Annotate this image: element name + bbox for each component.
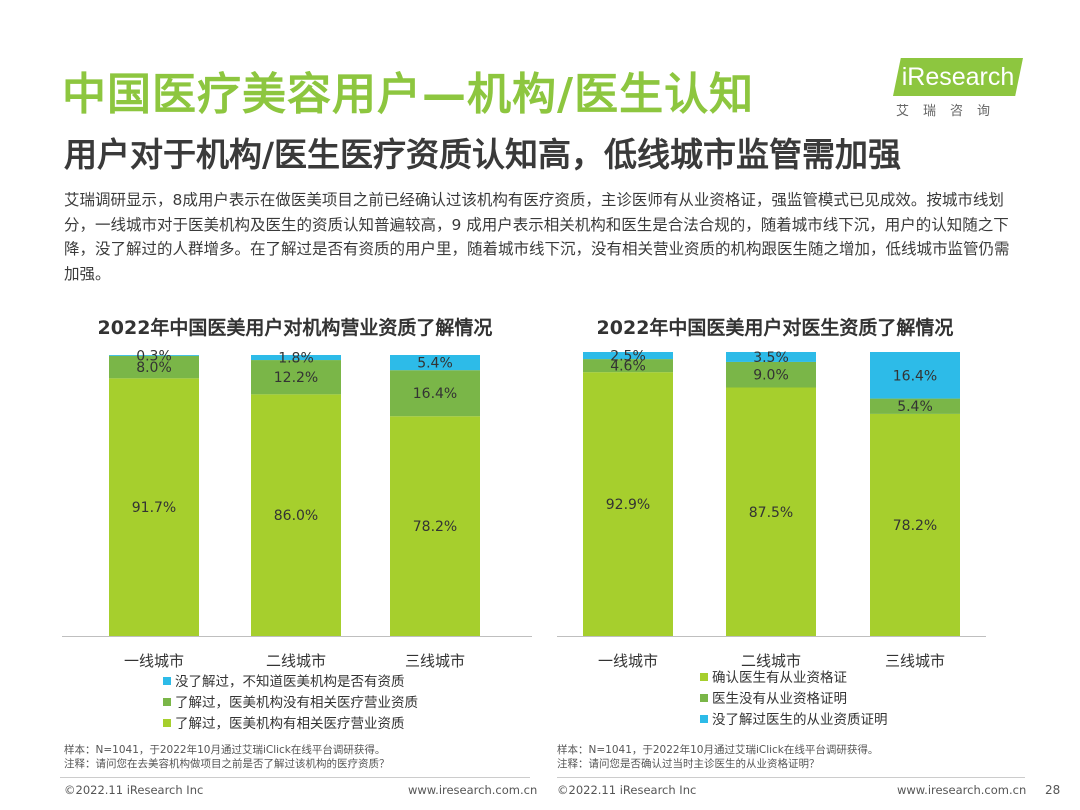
chart-1-data-label: 0.3%	[136, 348, 172, 364]
chart-1-bar-2-1	[109, 355, 199, 379]
chart-1-data-label: 91.7%	[132, 500, 176, 516]
chart-1-bar-2-2	[251, 360, 341, 395]
chart-1-data-label: 8.0%	[136, 360, 172, 376]
chart-1-legend-label: 了解过，医美机构没有相关医疗营业资质	[175, 695, 418, 711]
chart-1-legend-swatch	[163, 677, 171, 685]
chart-2-legend-item: 确认医生有从业资格证	[700, 668, 888, 689]
chart-2-bar-1-1	[583, 372, 673, 636]
chart-2-question-note: 注释：请问您是否确认过当时主诊医生的从业资格证明？	[557, 758, 820, 770]
chart-1-title: 2022年中国医美用户对机构营业资质了解情况	[97, 317, 493, 339]
page-subtitle: 用户对于机构/医生医疗资质认知高，低线城市监管需加强	[64, 135, 902, 174]
chart-1-legend-item: 没了解过，不知道医美机构是否有资质	[163, 672, 418, 693]
chart-1-category-label: 二线城市	[266, 652, 326, 670]
footer-divider-right	[557, 777, 1025, 778]
chart-1-data-label: 16.4%	[413, 386, 457, 402]
logo-mark: iResearch	[893, 58, 1023, 96]
chart-1-bar-1-2	[251, 394, 341, 636]
chart-1-bar-1-3	[390, 416, 480, 636]
chart-2-data-label: 16.4%	[893, 368, 937, 384]
chart-1-bar-2-3	[390, 370, 480, 417]
chart-1-bar-1-1	[109, 378, 199, 636]
chart-1-legend-swatch	[163, 698, 171, 706]
footer-url-left[interactable]: www.iresearch.com.cn	[408, 783, 538, 797]
chart-2-bar-1-2	[726, 387, 816, 636]
description-paragraph: 艾瑞调研显示，8成用户表示在做医美项目之前已经确认过该机构有医疗资质，主诊医师有…	[64, 191, 1010, 283]
chart-2-legend-item: 没了解过医生的从业资质证明	[700, 710, 888, 731]
chart-1-legend-item: 了解过，医美机构没有相关医疗营业资质	[163, 693, 418, 714]
page-title: 中国医疗美容用户—机构/医生认知	[62, 69, 755, 120]
page-number: 28	[1045, 783, 1061, 797]
chart-2-bar-3-1	[583, 352, 673, 360]
chart-1-legend-swatch	[163, 719, 171, 727]
chart-1-legend-label: 没了解过，不知道医美机构是否有资质	[175, 674, 405, 690]
chart-2-data-label: 3.5%	[753, 350, 789, 366]
chart-2-legend-item: 医生没有从业资格证明	[700, 689, 888, 710]
chart-1-notes: 样本：N=1041，于2022年10月通过艾瑞iClick在线平台调研获得。 注…	[64, 743, 390, 771]
chart-1-data-label: 5.4%	[417, 356, 453, 372]
footer-url-right[interactable]: www.iresearch.com.cn	[897, 783, 1027, 797]
chart-1-bar-3-2	[251, 355, 341, 361]
chart-2-legend: 确认医生有从业资格证 医生没有从业资格证明没了解过医生的从业资质证明	[700, 668, 888, 731]
chart-1-category-label: 一线城市	[124, 652, 184, 670]
chart-2-bar-2-3	[870, 398, 960, 414]
logo-subtext: 艾瑞咨询	[896, 104, 1005, 119]
chart-1-legend-item: 了解过，医美机构有相关医疗营业资质	[163, 714, 418, 735]
footer-copyright-right: ©2022.11 iResearch Inc	[557, 783, 697, 797]
chart-1-sample-note: 样本：N=1041，于2022年10月通过艾瑞iClick在线平台调研获得。	[64, 744, 386, 756]
footer-divider-left	[60, 777, 530, 778]
chart-2-data-label: 9.0%	[753, 368, 789, 384]
chart-2-bar-2-2	[726, 361, 816, 388]
chart-1-category-label: 三线城市	[405, 652, 465, 670]
chart-2-legend-label: 医生没有从业资格证明	[712, 691, 847, 707]
iresearch-logo: iResearch 艾瑞咨询	[893, 58, 1028, 120]
chart-2-bar-3-3	[870, 352, 960, 399]
chart-1-bar-3-3	[390, 355, 480, 371]
chart-2-category-label: 三线城市	[885, 652, 945, 670]
footer-copyright-left: ©2022.11 iResearch Inc	[64, 783, 204, 797]
chart-1-data-label: 78.2%	[413, 519, 457, 535]
chart-2-category-label: 一线城市	[598, 652, 658, 670]
chart-2-legend-label: 确认医生有从业资格证	[712, 670, 847, 686]
chart-1-bar-3-1	[109, 355, 199, 356]
chart-2-legend-label: 没了解过医生的从业资质证明	[712, 712, 888, 728]
chart-1-data-label: 86.0%	[274, 508, 318, 524]
chart-2-data-label: 4.6%	[610, 359, 646, 375]
chart-1-legend: 没了解过，不知道医美机构是否有资质 了解过，医美机构没有相关医疗营业资质 了解过，医…	[163, 672, 418, 735]
chart-2-title: 2022年中国医美用户对医生资质了解情况	[596, 317, 954, 339]
chart-2-legend-swatch	[700, 673, 708, 681]
chart-1-legend-label: 了解过，医美机构有相关医疗营业资质	[175, 716, 405, 732]
chart-2-data-label: 78.2%	[893, 518, 937, 534]
chart-1-question-note: 注释：请问您在去美容机构做项目之前是否了解过该机构的医疗资质？	[64, 758, 390, 770]
chart-2-data-label: 92.9%	[606, 497, 650, 513]
chart-2-data-label: 87.5%	[749, 505, 793, 521]
chart-2-bar-1-3	[870, 413, 960, 636]
chart-2-legend-swatch	[700, 694, 708, 702]
chart-2-legend-swatch	[700, 715, 708, 723]
chart-1-data-label: 1.8%	[278, 351, 314, 367]
chart-2-sample-note: 样本：N=1041，于2022年10月通过艾瑞iClick在线平台调研获得。	[557, 744, 879, 756]
chart-2-data-label: 5.4%	[897, 399, 933, 415]
chart-2-notes: 样本：N=1041，于2022年10月通过艾瑞iClick在线平台调研获得。 注…	[557, 743, 878, 771]
chart-2-data-label: 2.5%	[610, 349, 646, 365]
chart-2-category-label: 二线城市	[741, 652, 801, 670]
chart-2-bar-2-1	[583, 359, 673, 373]
chart-2-bar-3-2	[726, 352, 816, 362]
chart-1-data-label: 12.2%	[274, 370, 318, 386]
